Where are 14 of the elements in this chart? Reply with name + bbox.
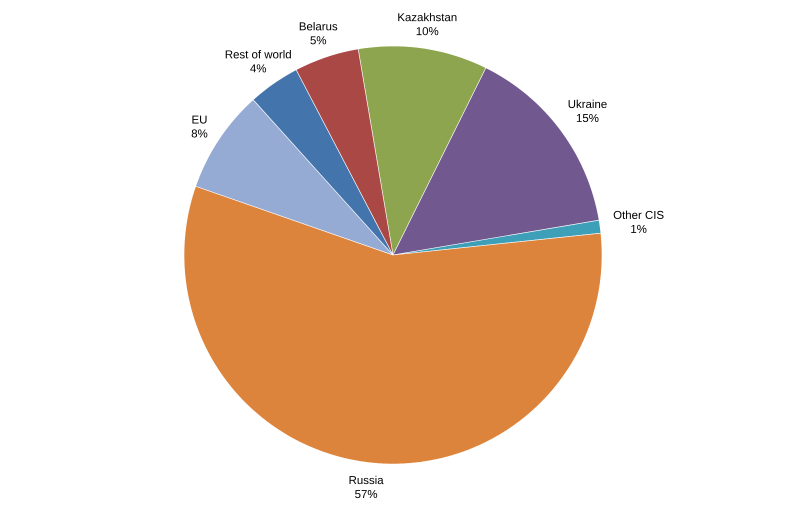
- data-label: 8%: [192, 129, 208, 138]
- data-label: 57%: [355, 490, 378, 498]
- slice-label: Belarus: [300, 22, 338, 30]
- data-label: 1%: [631, 224, 646, 233]
- slice-label: Russia: [350, 476, 384, 484]
- slice-label: EU: [192, 116, 207, 124]
- data-label: 15%: [576, 114, 599, 122]
- data-label: 5%: [310, 36, 326, 44]
- slice-label: Rest of world: [226, 50, 291, 58]
- slice-label: Kazakhstan: [398, 12, 456, 22]
- slice-label: Other CIS: [614, 210, 664, 219]
- slice-label: Ukraine: [568, 100, 607, 108]
- data-label: 10%: [416, 27, 438, 36]
- data-label: 4%: [250, 64, 266, 72]
